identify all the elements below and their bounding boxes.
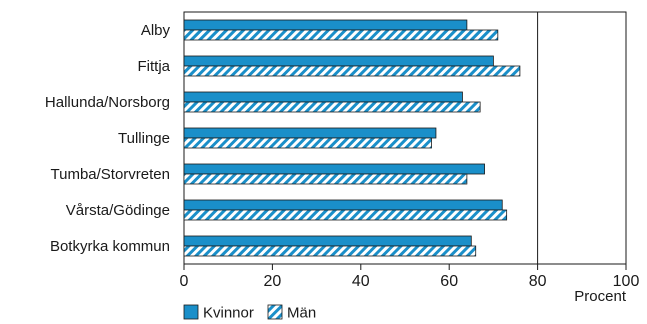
bar-man-6 <box>183 245 477 257</box>
bar-man-3 <box>183 137 432 149</box>
x-axis-ticks: 0 20 40 60 80 100 <box>180 264 640 290</box>
x-tick-label: 40 <box>352 273 370 290</box>
bar-man-5 <box>183 209 508 221</box>
bar-man-4 <box>183 173 468 185</box>
bar-kvinnor-0 <box>183 19 468 31</box>
legend-swatch-man <box>267 304 283 320</box>
x-tick-label: 20 <box>264 273 282 290</box>
bar-man-2 <box>183 101 481 113</box>
legend-swatch-kvinnor <box>183 304 199 320</box>
legend: Kvinnor Män <box>183 304 316 322</box>
bar-man-1 <box>183 65 521 77</box>
bar-kvinnor-1 <box>183 55 494 67</box>
x-tick-label: 60 <box>440 273 458 290</box>
bar-kvinnor-4 <box>183 163 485 175</box>
bars <box>183 19 521 257</box>
x-tick-label: 0 <box>180 273 189 290</box>
category-label: Tullinge <box>118 130 170 147</box>
x-axis-label: Procent <box>574 288 627 305</box>
x-tick-label: 80 <box>529 273 547 290</box>
category-label: Botkyrka kommun <box>50 238 170 255</box>
bar-man-0 <box>183 29 499 41</box>
category-labels: Alby Fittja Hallunda/Norsborg Tullinge Tumba… <box>45 22 171 255</box>
x-tick-label: 100 <box>613 273 640 290</box>
legend-label: Män <box>287 305 316 322</box>
category-label: Fittja <box>137 58 170 75</box>
category-label: Vårsta/Gödinge <box>66 202 170 219</box>
legend-label: Kvinnor <box>203 305 254 322</box>
category-label: Tumba/Storvreten <box>51 166 171 183</box>
category-label: Hallunda/Norsborg <box>45 94 170 111</box>
bar-kvinnor-5 <box>183 199 503 211</box>
bar-kvinnor-6 <box>183 235 472 247</box>
bar-kvinnor-3 <box>183 127 437 139</box>
bar-kvinnor-2 <box>183 91 463 103</box>
category-label: Alby <box>141 22 171 39</box>
